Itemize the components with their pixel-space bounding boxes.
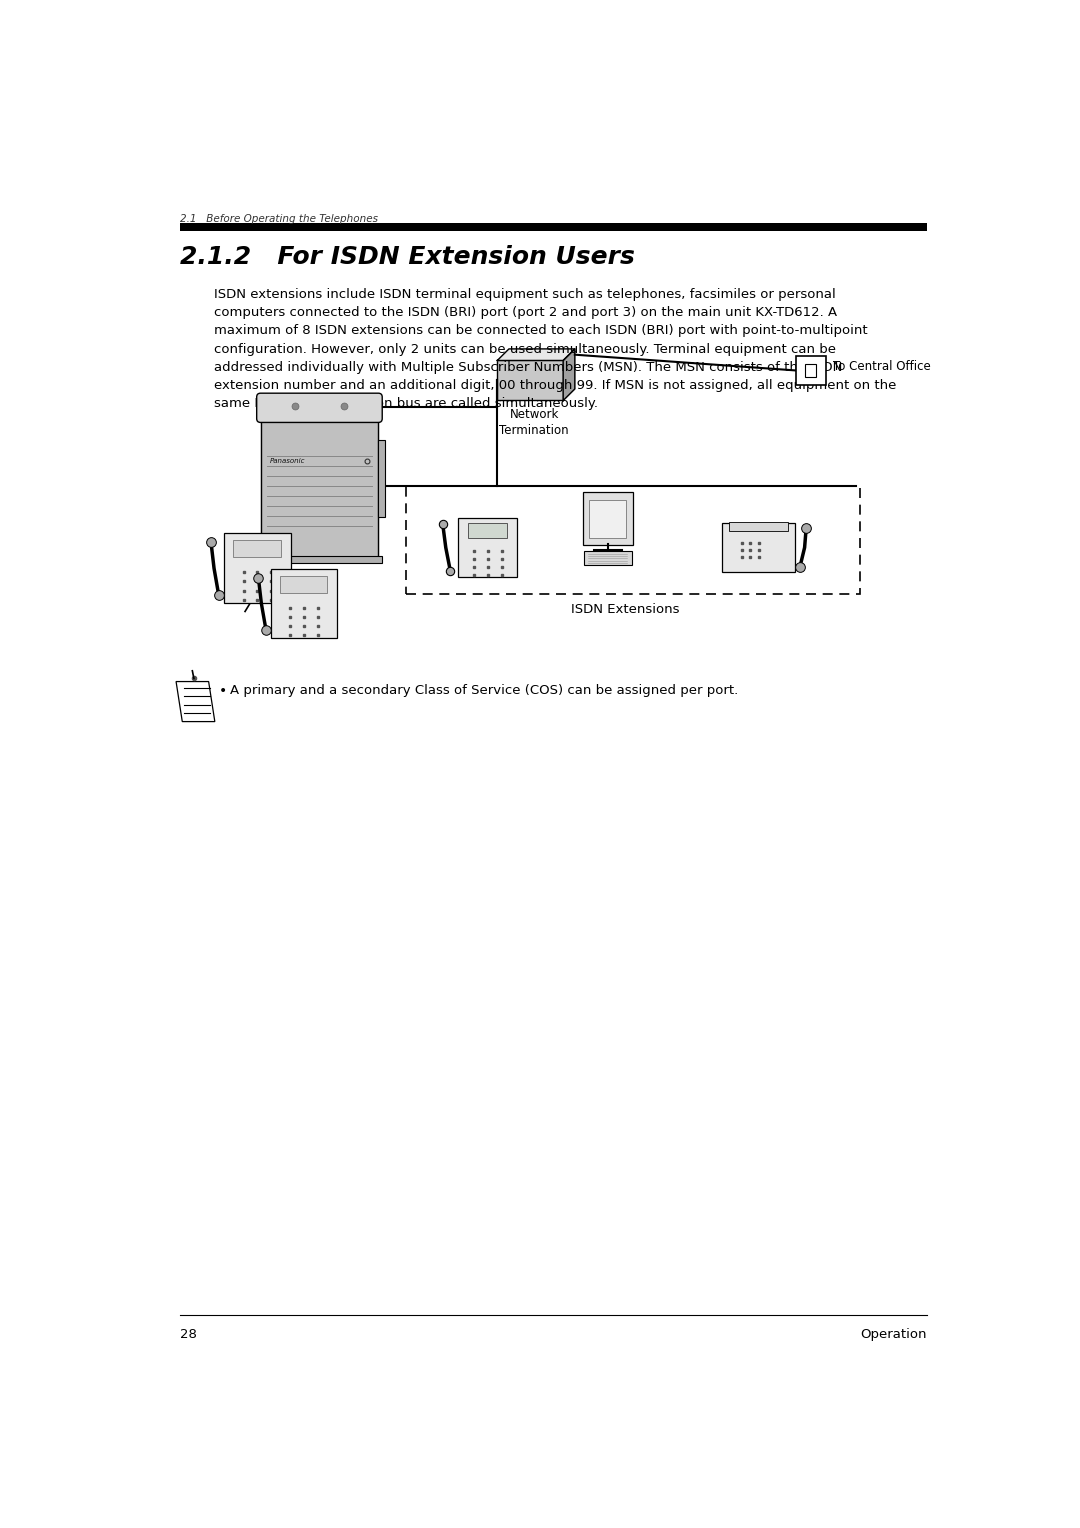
Bar: [378, 440, 384, 516]
Text: A primary and a secondary Class of Service (COS) can be assigned per port.: A primary and a secondary Class of Servi…: [230, 685, 738, 697]
FancyBboxPatch shape: [583, 492, 633, 545]
Text: To Central Office: To Central Office: [834, 361, 931, 373]
FancyBboxPatch shape: [271, 570, 337, 639]
Text: 28: 28: [180, 1328, 197, 1340]
FancyBboxPatch shape: [497, 361, 563, 400]
Polygon shape: [563, 348, 575, 400]
Text: Operation: Operation: [861, 1328, 927, 1340]
Bar: [469, 523, 507, 538]
Bar: [180, 223, 927, 231]
FancyBboxPatch shape: [257, 393, 382, 422]
FancyBboxPatch shape: [458, 518, 517, 578]
Text: ISDN Extensions: ISDN Extensions: [571, 604, 679, 616]
FancyBboxPatch shape: [723, 523, 795, 571]
Bar: [406, 486, 860, 594]
FancyBboxPatch shape: [583, 552, 632, 565]
Text: 2.1   Before Operating the Telephones: 2.1 Before Operating the Telephones: [180, 214, 378, 225]
Text: ISDN extensions include ISDN terminal equipment such as telephones, facsimiles o: ISDN extensions include ISDN terminal eq…: [214, 289, 896, 411]
Text: Network
Termination: Network Termination: [499, 408, 569, 437]
Bar: [590, 500, 626, 538]
Polygon shape: [260, 399, 378, 558]
Bar: [257, 556, 382, 564]
Text: •: •: [218, 685, 227, 698]
Text: Panasonic: Panasonic: [270, 458, 306, 465]
Bar: [281, 576, 327, 593]
FancyBboxPatch shape: [729, 523, 788, 532]
Polygon shape: [497, 348, 575, 361]
FancyBboxPatch shape: [225, 533, 291, 604]
Polygon shape: [176, 681, 215, 721]
Bar: [806, 364, 816, 377]
Text: 2.1.2   For ISDN Extension Users: 2.1.2 For ISDN Extension Users: [180, 244, 635, 269]
Bar: [796, 356, 825, 385]
Bar: [233, 541, 282, 558]
